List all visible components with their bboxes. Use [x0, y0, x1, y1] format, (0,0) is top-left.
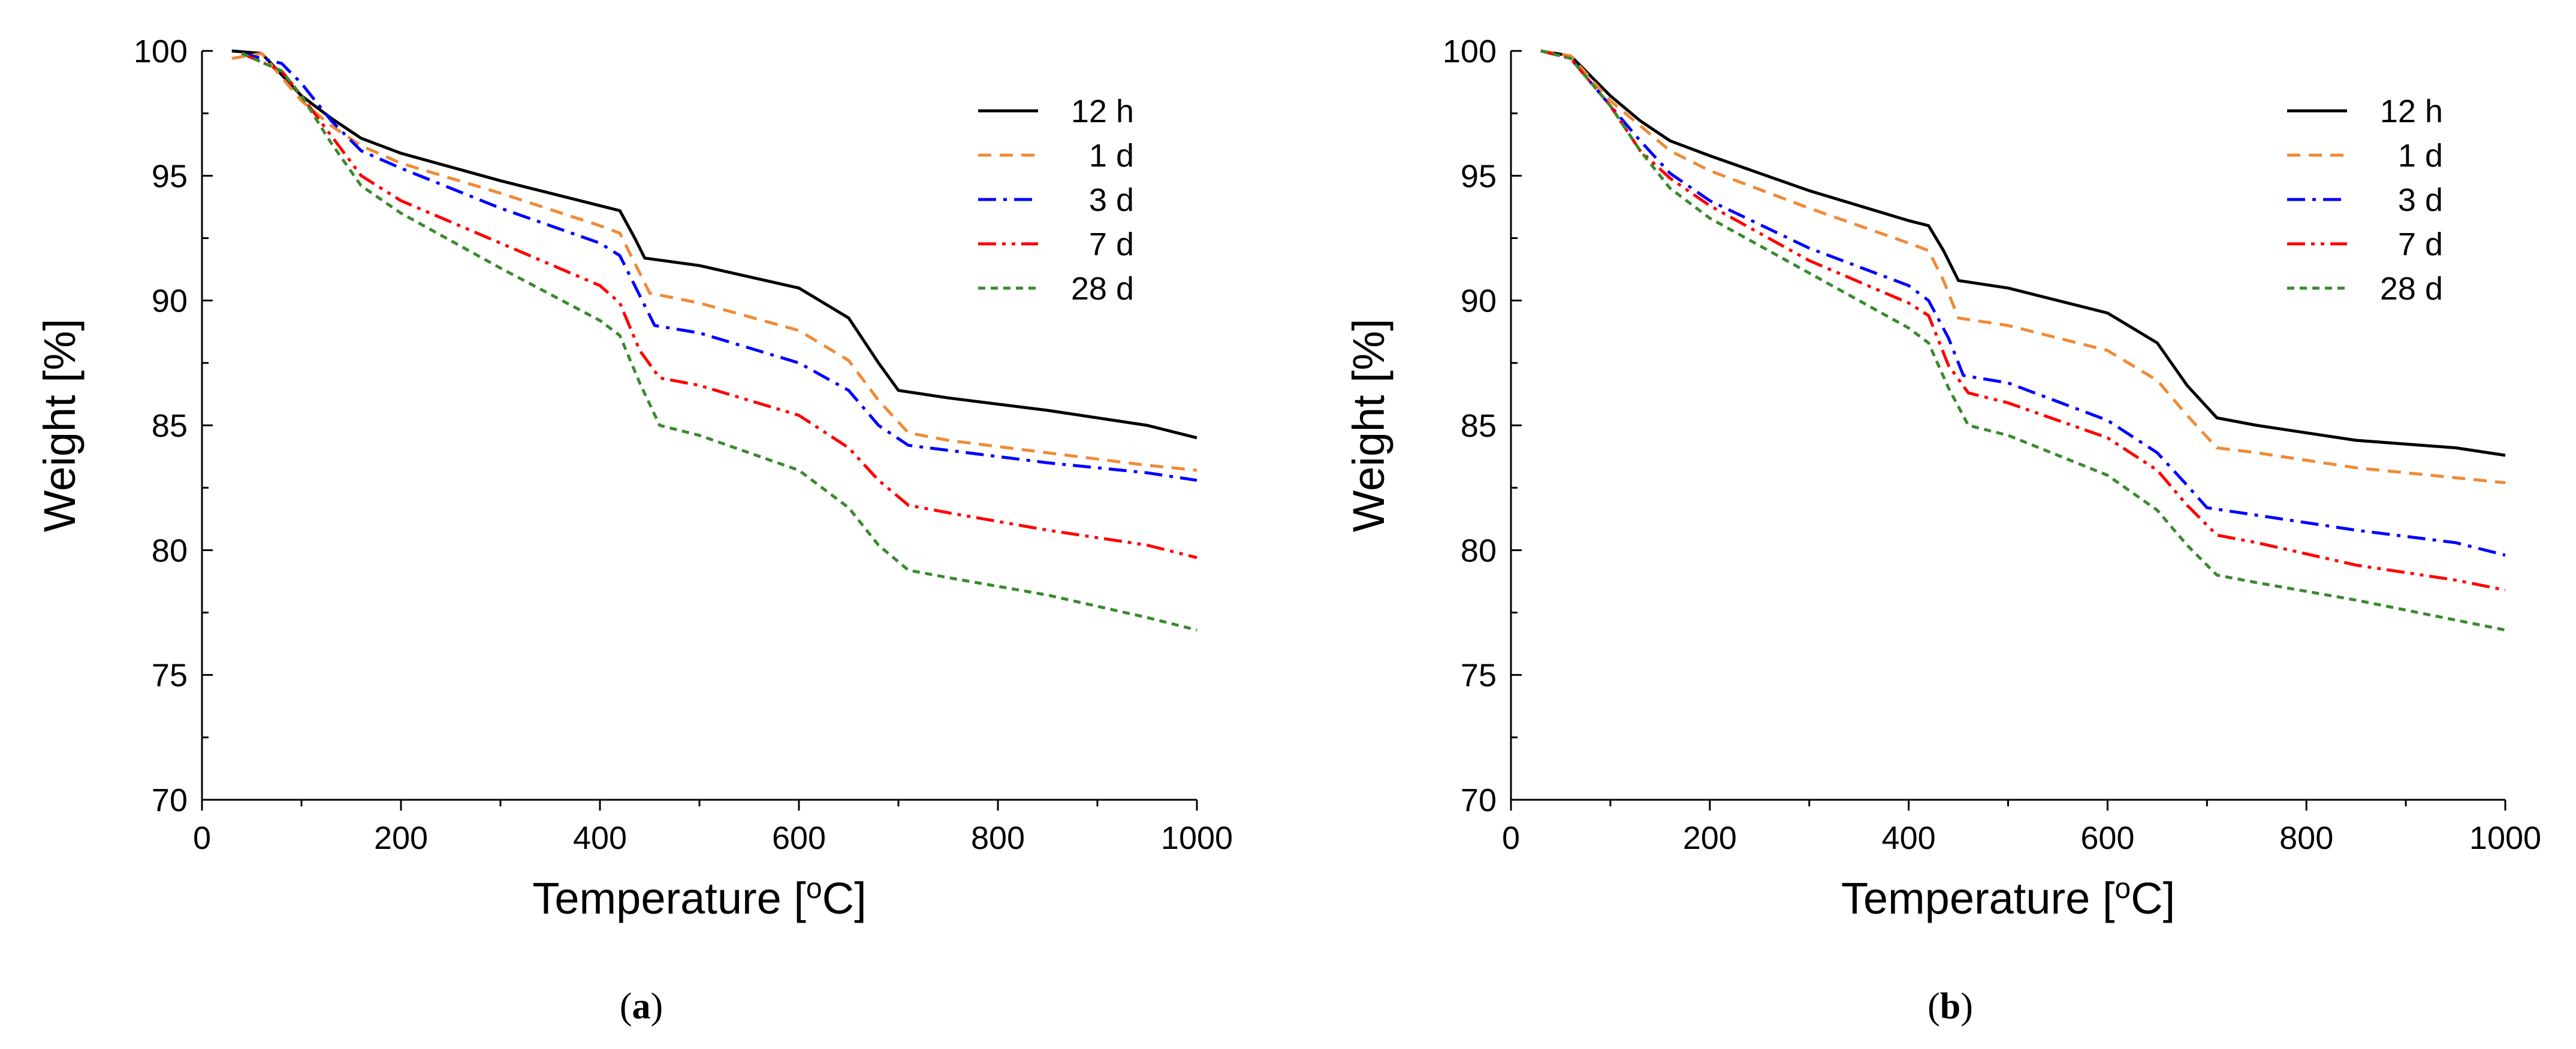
legend-label: 1 d [2398, 138, 2443, 174]
series-line-3d [241, 52, 1197, 482]
series-line-12h [1540, 49, 2506, 457]
y-tick-label: 75 [152, 658, 188, 694]
series-line-28d [1540, 49, 2506, 632]
y-axis-title: Weight [%] [35, 319, 85, 532]
y-tick-label: 95 [1461, 158, 1497, 194]
x-axis-title: Temperature [oC] [532, 873, 866, 923]
x-axis-title: Temperature [oC] [1841, 873, 2175, 923]
series-line-3d [1540, 49, 2506, 557]
series-line-1d [1540, 49, 2506, 485]
y-tick-label: 70 [152, 782, 188, 818]
panel-caption: (a) [620, 986, 663, 1027]
x-tick-label: 0 [193, 820, 211, 856]
chart-panel-a: 0 200 400 600 800 1000 70 75 80 85 90 95 100 Temperat… [35, 34, 1233, 1027]
legend-label: 7 d [1089, 226, 1134, 262]
legend-label: 1 d [1089, 138, 1134, 174]
panel-caption: (b) [1928, 986, 1973, 1027]
x-tick-label: 800 [2279, 820, 2333, 856]
x-tick-label: 1000 [1161, 820, 1233, 856]
x-tick-label: 200 [374, 820, 428, 856]
y-tick-label: 100 [134, 34, 188, 69]
x-tick-label: 600 [2080, 820, 2134, 856]
series-line-1d [231, 52, 1197, 472]
x-tick-label: 0 [1502, 820, 1520, 856]
y-tick-label: 80 [152, 533, 188, 569]
x-tick-label: 800 [971, 820, 1025, 856]
legend-label: 28 d [1071, 271, 1134, 307]
legend-label: 3 d [2398, 182, 2443, 218]
series-line-7d [241, 52, 1197, 560]
y-tick-label: 90 [1461, 283, 1497, 319]
y-tick-label: 75 [1461, 658, 1497, 694]
series-line-7d [1540, 49, 2506, 592]
y-tick-label: 70 [1461, 782, 1497, 818]
y-axis-title: Weight [%] [1344, 319, 1393, 532]
x-tick-label: 600 [772, 820, 826, 856]
legend-label: 28 d [2380, 271, 2443, 307]
y-tick-label: 80 [1461, 533, 1497, 569]
legend: 12 h 1 d 3 d 7 d 28 d [2287, 93, 2443, 307]
legend-label: 12 h [1071, 93, 1134, 129]
y-tick-label: 95 [152, 158, 188, 194]
legend: 12 h 1 d 3 d 7 d 28 d [978, 93, 1134, 307]
legend-label: 12 h [2380, 93, 2443, 129]
legend-label: 7 d [2398, 226, 2443, 262]
x-tick-label: 1000 [2469, 820, 2541, 856]
chart-panel-b: 0 200 400 600 800 1000 70 75 80 85 90 95 100 Temperat… [1344, 34, 2541, 1027]
series-line-28d [241, 52, 1197, 632]
y-tick-label: 90 [152, 283, 188, 319]
y-tick-label: 85 [1461, 408, 1497, 444]
legend-label: 3 d [1089, 182, 1134, 218]
y-tick-label: 100 [1443, 34, 1497, 69]
x-tick-label: 200 [1683, 820, 1737, 856]
x-tick-label: 400 [573, 820, 627, 856]
y-tick-label: 85 [152, 408, 188, 444]
x-tick-label: 400 [1882, 820, 1936, 856]
series-line-12h [231, 49, 1197, 440]
